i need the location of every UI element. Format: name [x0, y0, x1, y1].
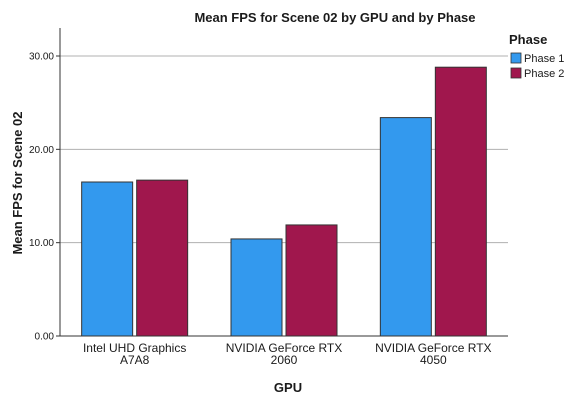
y-tick-label: 30.00: [29, 52, 54, 63]
legend-swatch: [510, 52, 522, 64]
x-category-label: 4050: [420, 353, 447, 367]
y-tick-label: 20.00: [29, 145, 54, 156]
legend-label: Phase 2: [524, 68, 564, 80]
bar-phase-1-0: [81, 181, 134, 337]
legend-swatch: [510, 67, 522, 79]
y-tick-label: 10.00: [29, 238, 54, 249]
y-ticks: 0.00 10.00 20.00 30.00: [29, 52, 60, 343]
axes: [59, 28, 508, 337]
chart-title: Mean FPS for Scene 02 by GPU and by Phas…: [194, 10, 475, 25]
bar-phase-1-1: [230, 238, 283, 337]
bar-phase-2-0: [136, 179, 189, 337]
bar-phase-2-1: [285, 224, 338, 337]
x-category-label: NVIDIA GeForce RTX: [226, 341, 342, 355]
x-category-label: 2060: [271, 353, 298, 367]
legend: Phase Phase 1 Phase 2: [509, 32, 564, 80]
legend-label: Phase 1: [524, 53, 564, 65]
x-category-label: NVIDIA GeForce RTX: [375, 341, 491, 355]
gridlines: [60, 55, 508, 244]
x-category-label: Intel UHD Graphics: [83, 341, 186, 355]
x-category-label: A7A8: [120, 353, 150, 367]
legend-title: Phase: [509, 32, 547, 47]
bar-phase-1-2: [379, 117, 432, 337]
x-axis-title: GPU: [274, 380, 302, 395]
bars: [81, 66, 487, 337]
bar-phase-2-2: [434, 66, 487, 337]
y-tick-label: 0.00: [35, 332, 55, 343]
y-axis-title: Mean FPS for Scene 02: [10, 111, 25, 254]
